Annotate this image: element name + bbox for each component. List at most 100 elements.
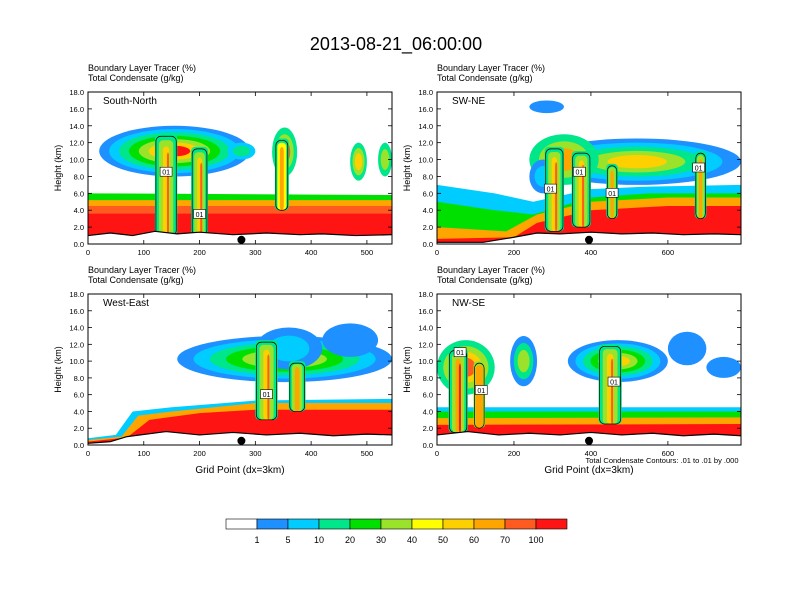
colorbar-label: 70 [500, 535, 510, 545]
tower-layer [294, 367, 300, 412]
y-tick-label: 10.0 [69, 357, 84, 366]
y-tick-label: 4.0 [74, 206, 84, 215]
tracer-field: 01 [88, 294, 392, 445]
y-axis-label: Height (km) [402, 145, 412, 192]
colorbar-swatch [380, 518, 413, 530]
x-tick-label: 0 [86, 449, 90, 458]
x-tick-label: 600 [662, 248, 675, 257]
colorbar-label: 20 [345, 535, 355, 545]
y-tick-label: 0.0 [423, 441, 433, 450]
x-tick-label: 400 [305, 248, 318, 257]
anvil-layer [667, 331, 707, 366]
panel-name: West-East [103, 298, 149, 309]
y-axis-label: Height (km) [53, 346, 63, 393]
y-tick-label: 14.0 [418, 324, 433, 333]
panel-name: NW-SE [452, 298, 485, 309]
y-tick-label: 14.0 [69, 122, 84, 131]
y-tick-label: 0.0 [423, 240, 433, 249]
contour-label: 01 [453, 347, 467, 357]
tracer-field: 01 01 01 01 [437, 92, 741, 244]
colorbar-swatch [411, 518, 444, 530]
x-tick-label: 400 [585, 248, 598, 257]
x-axis-label: Grid Point (dx=3km) [544, 465, 633, 476]
y-tick-label: 4.0 [423, 206, 433, 215]
subtitle-condensate: Total Condensate (g/kg) [88, 275, 184, 285]
y-tick-label: 2.0 [423, 424, 433, 433]
y-tick-label: 2.0 [74, 223, 84, 232]
panel-nw-se: 01 01 01 0.0 2.0 4.0 6.0 8.0 10.0 12.0 14.0 16.0 18.… [402, 265, 742, 476]
colorbar: 1 5 10 20 30 40 50 60 70 100 [225, 518, 568, 545]
tower-layer [279, 147, 284, 211]
colorbar-label: 1 [254, 535, 259, 545]
y-tick-label: 0.0 [74, 240, 84, 249]
contour-label: 01 [573, 166, 586, 177]
plot-frame [87, 91, 393, 245]
x-tick-label: 200 [508, 248, 521, 257]
contour-label: 01 [544, 183, 557, 194]
y-tick-label: 6.0 [74, 391, 84, 400]
tower-layer [166, 152, 169, 236]
tower-layer [267, 354, 270, 420]
y-tick-label: 10.0 [69, 156, 84, 165]
contour-label: 01 [260, 389, 273, 399]
subtitle-tracer: Boundary Layer Tracer (%) [437, 63, 545, 73]
figure-title: 2013-08-21_06:00:00 [310, 34, 482, 55]
y-tick-label: 2.0 [423, 223, 433, 232]
svg-text:01: 01 [477, 388, 485, 395]
anvil-layer [529, 100, 564, 114]
colorbar-label: 5 [285, 535, 290, 545]
location-marker [237, 436, 246, 445]
subtitle-tracer: Boundary Layer Tracer (%) [88, 265, 196, 275]
svg-text:01: 01 [695, 166, 703, 173]
subtitle-condensate: Total Condensate (g/kg) [437, 73, 533, 83]
x-tick-label: 0 [435, 449, 439, 458]
colorbar-swatch [442, 518, 475, 530]
condensate-contour [599, 345, 622, 425]
anvil-layer [268, 335, 310, 362]
y-tick-label: 8.0 [423, 374, 433, 383]
x-tick-label: 200 [508, 449, 521, 458]
terrain-line [88, 230, 392, 237]
y-tick-label: 16.0 [69, 105, 84, 114]
y-tick-label: 2.0 [74, 424, 84, 433]
location-marker [585, 436, 593, 445]
tower-layer [698, 159, 703, 219]
colorbar-label: 30 [376, 535, 386, 545]
y-tick-label: 6.0 [423, 189, 433, 198]
subtitle-condensate: Total Condensate (g/kg) [437, 275, 533, 285]
colorbar-swatch [318, 518, 351, 530]
panel-name: SW-NE [452, 96, 485, 107]
y-tick-label: 16.0 [418, 105, 433, 114]
colorbar-swatch [225, 518, 258, 530]
svg-text:01: 01 [610, 380, 618, 387]
y-axis-label: Height (km) [53, 145, 63, 192]
x-tick-label: 500 [361, 449, 374, 458]
contour-footnote: Total Condensate Contours: .01 to .01 by… [585, 456, 738, 465]
colorbar-swatch [256, 518, 289, 530]
panel-west-east: 01 0.0 2.0 4.0 6.0 8.0 10.0 12.0 14.0 16.0 18.0 0 10… [53, 265, 393, 476]
y-tick-label: 6.0 [423, 391, 433, 400]
tower-layer [555, 162, 558, 232]
x-tick-label: 100 [138, 449, 151, 458]
subtitle-condensate: Total Condensate (g/kg) [88, 73, 184, 83]
y-tick-label: 4.0 [74, 407, 84, 416]
contour-label: 01 [474, 385, 488, 395]
x-tick-label: 500 [361, 248, 374, 257]
svg-text:01: 01 [456, 350, 464, 357]
x-axis-label: Grid Point (dx=3km) [195, 465, 284, 476]
y-tick-label: 8.0 [74, 172, 84, 181]
plot-frame [87, 293, 393, 446]
y-tick-label: 12.0 [69, 139, 84, 148]
plot-frame [436, 91, 742, 245]
condensate-contour [275, 140, 289, 211]
svg-text:01: 01 [196, 212, 204, 219]
terrain-line [88, 430, 392, 444]
y-tick-label: 8.0 [74, 374, 84, 383]
colorbar-swatch [287, 518, 320, 530]
svg-text:01: 01 [263, 392, 271, 399]
colorbar-label: 40 [407, 535, 417, 545]
panel-name: South-North [103, 96, 157, 107]
colorbar-swatch [349, 518, 382, 530]
contour-label: 01 [605, 188, 619, 198]
